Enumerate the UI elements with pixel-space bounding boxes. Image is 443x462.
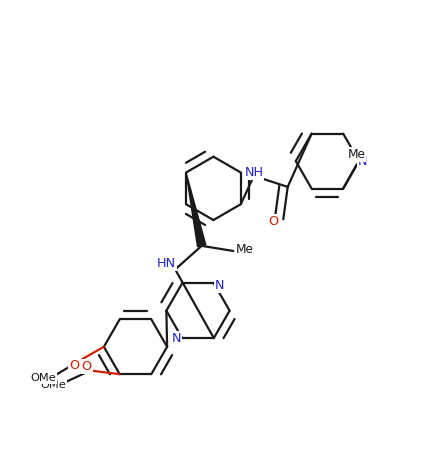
- Text: OMe: OMe: [30, 373, 56, 383]
- Text: O: O: [82, 360, 92, 373]
- Text: O: O: [70, 359, 80, 371]
- Text: N: N: [171, 332, 181, 345]
- Text: N: N: [215, 279, 225, 292]
- Text: O: O: [268, 215, 279, 228]
- Text: N: N: [358, 155, 367, 168]
- Polygon shape: [186, 172, 206, 247]
- Text: Me: Me: [347, 148, 365, 161]
- Text: NH: NH: [244, 166, 264, 179]
- Text: OMe: OMe: [41, 380, 66, 390]
- Text: Me: Me: [236, 243, 254, 256]
- Text: HN: HN: [157, 257, 176, 270]
